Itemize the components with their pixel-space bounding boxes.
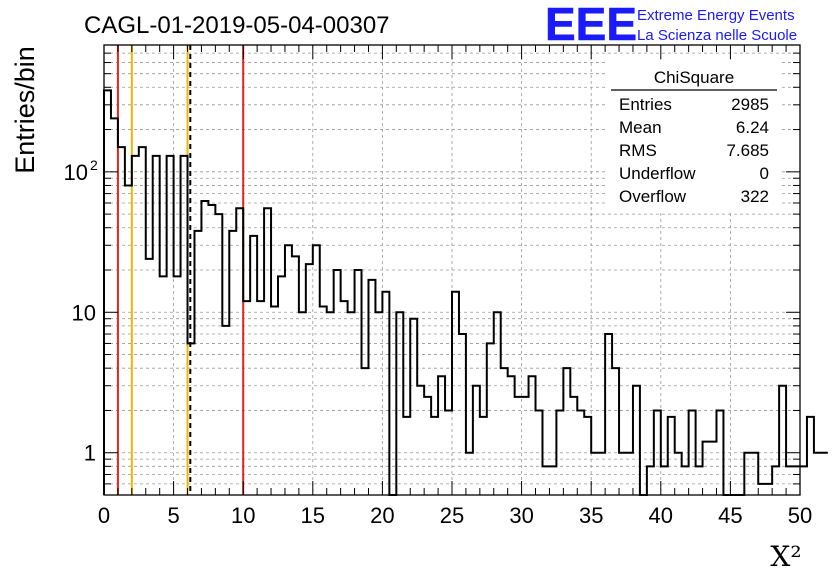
stats-value: 7.685: [726, 141, 769, 160]
eee-logo: EEE: [545, 0, 637, 50]
x-axis-label: X²: [770, 540, 801, 572]
x-tick-label: 50: [788, 503, 812, 528]
stats-value: 6.24: [736, 118, 769, 137]
y-tick-label-exponent: 2: [90, 157, 98, 173]
x-tick-label: 35: [579, 503, 603, 528]
stats-value: 322: [741, 187, 769, 206]
stats-label: Underflow: [619, 164, 696, 183]
x-tick-label: 15: [301, 503, 325, 528]
x-tick-label: 20: [370, 503, 394, 528]
y-tick-label: 10: [64, 160, 88, 185]
logo-line-1: Extreme Energy Events: [637, 7, 795, 24]
x-tick-label: 40: [649, 503, 673, 528]
x-tick-label: 25: [440, 503, 464, 528]
y-tick-label: 10: [72, 300, 96, 325]
stats-label: RMS: [619, 141, 657, 160]
x-tick-label: 30: [509, 503, 533, 528]
x-axis: 0 5 10 15 20 25 30 35 40 45 50: [98, 45, 812, 528]
x-tick-label: 0: [98, 503, 110, 528]
x-tick-label: 45: [718, 503, 742, 528]
stats-title: ChiSquare: [654, 68, 734, 87]
stats-box: ChiSquare Entries 2985 Mean 6.24 RMS 7.685 Und…: [608, 60, 780, 210]
histogram-series: [103, 89, 828, 496]
chart-title: CAGL-01-2019-05-04-00307: [84, 12, 390, 39]
x-tick-label: 10: [231, 503, 255, 528]
stats-value: 2985: [731, 95, 769, 114]
stats-label: Entries: [619, 95, 672, 114]
y-tick-label: 1: [84, 441, 96, 466]
stats-label: Overflow: [619, 187, 687, 206]
stats-value: 0: [760, 164, 769, 183]
stats-label: Mean: [619, 118, 662, 137]
y-axis-label: Entries/bin: [10, 46, 40, 174]
x-tick-label: 5: [167, 503, 179, 528]
logo-line-2: La Scienza nelle Scuole: [637, 27, 797, 44]
histogram-line: [103, 89, 828, 496]
